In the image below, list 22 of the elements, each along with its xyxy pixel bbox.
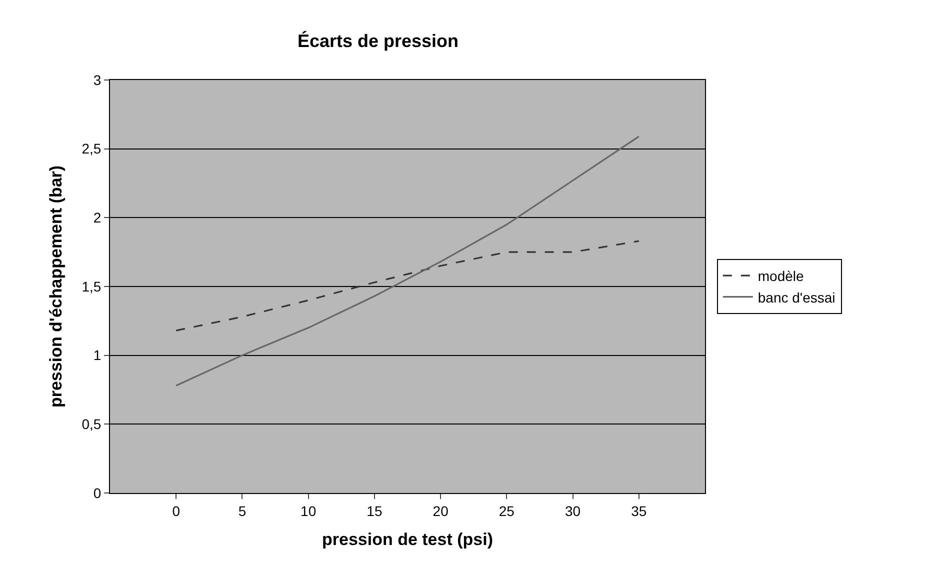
chart-title: Écarts de pression bbox=[297, 30, 459, 51]
y-axis-title: pression d'échappement (bar) bbox=[46, 165, 66, 408]
y-tick-label: 0,5 bbox=[82, 416, 102, 432]
legend-label: banc d'essai bbox=[758, 289, 836, 306]
y-tick-label: 1,5 bbox=[82, 278, 102, 294]
x-tick-label: 25 bbox=[498, 502, 515, 519]
x-tick-label: 35 bbox=[631, 502, 647, 519]
x-tick-label: 30 bbox=[564, 502, 581, 519]
line-series bbox=[175, 240, 640, 332]
y-tick-label: 2 bbox=[93, 210, 102, 226]
y-tick-label: 1 bbox=[93, 347, 102, 364]
line-series bbox=[175, 136, 640, 386]
x-tick-label: 10 bbox=[300, 502, 316, 519]
x-tick-label: 15 bbox=[366, 502, 382, 519]
y-tick-label: 0 bbox=[93, 484, 102, 501]
y-tick-label: 3 bbox=[93, 72, 102, 88]
x-tick-label: 5 bbox=[238, 502, 246, 519]
x-axis-title: pression de test (psi) bbox=[322, 530, 493, 550]
x-tick-label: 20 bbox=[432, 502, 449, 519]
legend-label: modèle bbox=[758, 268, 804, 284]
y-tick-label: 2,5 bbox=[82, 140, 102, 157]
x-tick-label: 0 bbox=[172, 502, 180, 519]
